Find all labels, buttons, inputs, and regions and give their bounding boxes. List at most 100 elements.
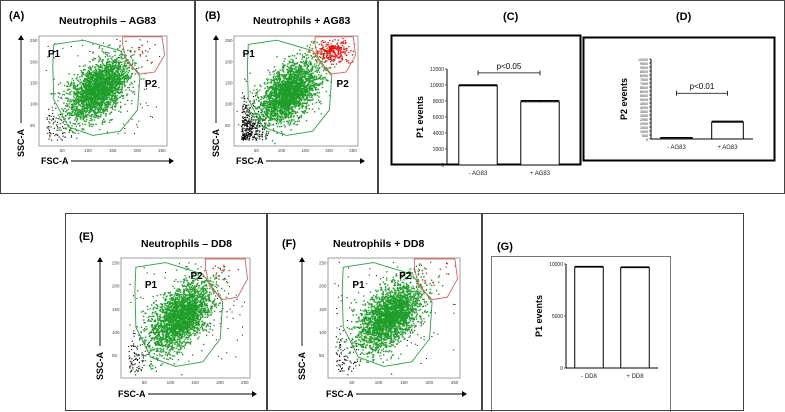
event-dot <box>111 69 112 70</box>
event-dot <box>91 93 92 94</box>
event-dot <box>77 111 78 112</box>
event-dot <box>120 101 121 102</box>
event-dot <box>52 110 53 111</box>
event-dot <box>303 106 304 107</box>
event-dot <box>92 74 93 75</box>
event-dot <box>247 111 248 112</box>
event-dot <box>71 46 72 47</box>
event-dot <box>244 117 245 118</box>
event-dot <box>259 114 260 115</box>
event-dot <box>140 55 141 56</box>
event-dot <box>276 75 277 76</box>
event-dot <box>62 94 63 95</box>
event-dot <box>266 138 267 139</box>
event-dot <box>308 66 309 67</box>
event-dot <box>85 87 86 88</box>
event-dot <box>92 106 93 107</box>
event-dot <box>259 131 260 132</box>
event-dot <box>316 70 317 71</box>
event-dot <box>243 137 244 138</box>
event-dot <box>69 129 70 130</box>
event-dot <box>326 53 327 54</box>
event-dot <box>81 70 82 71</box>
event-dot <box>107 109 108 110</box>
event-dot <box>120 107 121 108</box>
event-dot <box>266 133 267 134</box>
event-dot <box>106 54 107 55</box>
event-dot <box>86 111 87 112</box>
event-dot <box>69 121 70 122</box>
event-dot <box>311 41 312 42</box>
event-dot <box>129 77 130 78</box>
event-dot <box>112 75 113 76</box>
event-dot <box>122 92 123 93</box>
event-dot <box>154 44 155 45</box>
event-dot <box>53 116 54 117</box>
event-dot <box>246 130 247 131</box>
event-dot <box>105 110 106 111</box>
event-dot <box>127 111 128 112</box>
x-arrow-head <box>169 158 174 164</box>
event-dot <box>75 93 76 94</box>
event-dot <box>75 110 76 111</box>
event-dot <box>72 78 73 79</box>
event-dot <box>304 70 305 71</box>
event-dot <box>124 128 125 129</box>
event-dot <box>297 53 298 54</box>
event-dot <box>303 56 304 57</box>
event-dot <box>95 124 96 125</box>
event-dot <box>241 136 242 137</box>
event-dot <box>58 114 59 115</box>
event-dot <box>243 106 244 107</box>
event-dot <box>258 97 259 98</box>
event-dot <box>93 116 94 117</box>
event-dot <box>99 86 100 87</box>
event-dot <box>249 131 250 132</box>
event-dot <box>271 90 272 91</box>
x-tick-label: 150 <box>109 148 117 153</box>
event-dot <box>90 118 91 119</box>
event-dot <box>306 120 307 121</box>
event-dot <box>95 96 96 97</box>
event-dot <box>79 116 80 117</box>
event-dot <box>265 117 266 118</box>
event-dot <box>133 87 134 88</box>
event-dot <box>317 95 318 96</box>
event-dot <box>107 52 108 53</box>
event-dot <box>108 101 109 102</box>
event-dot <box>102 122 103 123</box>
event-dot <box>306 64 307 65</box>
event-dot <box>247 136 248 137</box>
event-dot <box>115 70 116 71</box>
event-dot <box>101 79 102 80</box>
event-dot <box>293 119 294 120</box>
event-dot <box>274 74 275 75</box>
event-dot <box>312 57 313 58</box>
event-dot <box>73 101 74 102</box>
event-dot <box>316 60 317 61</box>
event-dot <box>312 103 313 104</box>
event-dot <box>80 88 81 89</box>
event-dot <box>105 53 106 54</box>
event-dot <box>105 72 106 73</box>
event-dot <box>103 113 104 114</box>
event-dot <box>278 123 279 124</box>
event-dot <box>284 110 285 111</box>
event-dot <box>74 133 75 134</box>
event-dot <box>289 62 290 63</box>
event-dot <box>98 111 99 112</box>
event-dot <box>305 94 306 95</box>
event-dot <box>95 109 96 110</box>
event-dot <box>285 111 286 112</box>
event-dot <box>91 126 92 127</box>
event-dot <box>90 106 91 107</box>
event-dot <box>114 59 115 60</box>
event-dot <box>246 139 247 140</box>
event-dot <box>119 77 120 78</box>
event-dot <box>297 62 298 63</box>
event-dot <box>114 98 115 99</box>
event-dot <box>60 97 61 98</box>
event-dot <box>59 137 60 138</box>
event-dot <box>250 136 251 137</box>
event-dot <box>269 103 270 104</box>
